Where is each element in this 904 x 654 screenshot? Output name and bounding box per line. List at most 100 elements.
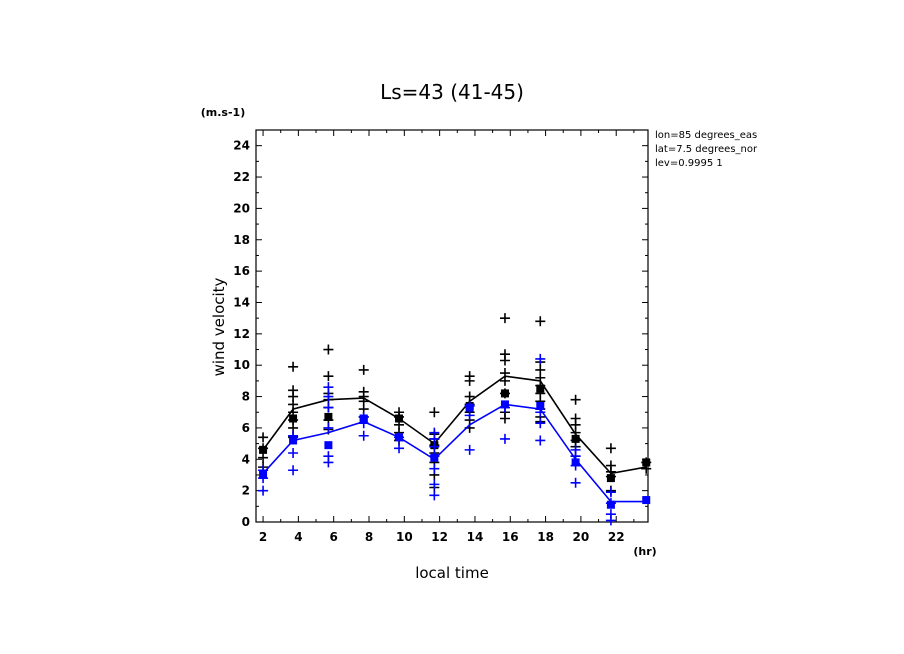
scatter-point xyxy=(288,465,299,476)
mean-marker xyxy=(642,496,651,505)
mean-marker xyxy=(571,434,580,443)
scatter-point xyxy=(358,430,369,441)
mean-marker xyxy=(324,412,333,421)
scatter-point xyxy=(570,394,581,405)
y-tick-label: 12 xyxy=(233,327,250,341)
y-tick-label: 8 xyxy=(242,390,250,404)
series-std xyxy=(258,353,651,526)
y-tick-label: 24 xyxy=(233,139,250,153)
chart-title: Ls=43 (41-45) xyxy=(380,80,524,104)
plot-frame xyxy=(255,129,649,523)
mean-marker xyxy=(430,453,439,462)
info-lon: lon=85 degrees_eas xyxy=(655,130,757,141)
x-tick-label: 22 xyxy=(608,530,625,544)
scatter-point xyxy=(429,441,440,452)
y-tick-label: 10 xyxy=(233,358,250,372)
mean-marker xyxy=(259,445,268,454)
mean-marker xyxy=(395,433,404,442)
scatter-point xyxy=(323,391,334,402)
mean-marker xyxy=(571,458,580,467)
x-tick-label: 16 xyxy=(502,530,519,544)
mean-marker xyxy=(536,401,545,410)
y-tick-label: 6 xyxy=(242,421,250,435)
scatter-point xyxy=(535,316,546,327)
y-tick-label: 18 xyxy=(233,233,250,247)
series-line xyxy=(262,403,647,503)
x-tick-label: 8 xyxy=(365,530,373,544)
mean-marker xyxy=(606,474,615,483)
scatter-point xyxy=(464,375,475,386)
mean-marker xyxy=(465,403,474,412)
x-tick-label: 18 xyxy=(537,530,554,544)
series-mean xyxy=(258,313,652,496)
mean-marker xyxy=(289,436,298,445)
x-tick-label: 12 xyxy=(431,530,448,544)
mean-marker xyxy=(259,470,268,479)
y-tick-label: 14 xyxy=(233,295,250,309)
scatter-point xyxy=(535,353,546,364)
x-tick-label: 14 xyxy=(467,530,484,544)
scatter-point xyxy=(258,452,269,463)
scatter-point xyxy=(323,422,334,433)
mean-marker xyxy=(324,441,333,450)
y-tick-label: 2 xyxy=(242,484,250,498)
scatter-point xyxy=(499,355,510,366)
scatter-point xyxy=(429,490,440,501)
scatter-point xyxy=(605,515,616,526)
x-tick-label: 10 xyxy=(396,530,413,544)
scatter-point xyxy=(464,444,475,455)
scatter-point xyxy=(323,344,334,355)
scatter-point xyxy=(323,371,334,382)
mean-marker xyxy=(395,414,404,423)
scatter-point xyxy=(499,375,510,386)
mean-marker xyxy=(500,389,509,398)
scatter-point xyxy=(499,313,510,324)
scatter-point xyxy=(605,487,616,498)
mean-marker xyxy=(606,500,615,509)
scatter-point xyxy=(288,361,299,372)
scatter-point xyxy=(499,433,510,444)
scatter-point xyxy=(323,457,334,468)
scatter-point xyxy=(429,463,440,474)
x-tick-label: 4 xyxy=(294,530,302,544)
x-tick-label: 20 xyxy=(573,530,590,544)
x-axis-ticks: 2 4 6 8 10 12 14 16 18 20 22 xyxy=(259,130,635,544)
scatter-point xyxy=(464,410,475,421)
scatter-point xyxy=(394,443,405,454)
scatter-point xyxy=(535,435,546,446)
y-unit-label: (m.s-1) xyxy=(201,106,245,119)
scatter-point xyxy=(323,402,334,413)
y-tick-label: 20 xyxy=(233,201,250,215)
x-unit-label: (hr) xyxy=(633,545,656,558)
series-layer xyxy=(258,313,652,526)
mean-marker xyxy=(642,458,651,467)
scatter-point xyxy=(258,432,269,443)
scatter-point xyxy=(499,413,510,424)
x-tick-label: 2 xyxy=(259,530,267,544)
y-axis-label: wind velocity xyxy=(210,277,228,376)
mean-marker xyxy=(500,400,509,409)
y-tick-label: 22 xyxy=(233,170,250,184)
info-lev: lev=0.9995 1 xyxy=(655,158,723,169)
x-tick-label: 6 xyxy=(330,530,338,544)
scatter-point xyxy=(605,443,616,454)
scatter-point xyxy=(535,418,546,429)
scatter-point xyxy=(288,448,299,459)
series-line xyxy=(262,375,647,475)
scatter-point xyxy=(570,477,581,488)
info-lat: lat=7.5 degrees_nor xyxy=(655,144,758,155)
scatter-point xyxy=(429,407,440,418)
y-tick-label: 0 xyxy=(242,515,250,529)
y-tick-label: 4 xyxy=(242,452,250,466)
scatter-point xyxy=(358,364,369,375)
x-axis-label: local time xyxy=(415,564,489,582)
scatter-point xyxy=(323,382,334,393)
mean-marker xyxy=(536,384,545,393)
scatter-point xyxy=(258,485,269,496)
mean-marker xyxy=(359,414,368,423)
y-tick-label: 16 xyxy=(233,264,250,278)
mean-marker xyxy=(289,414,298,423)
scatter-point xyxy=(429,479,440,490)
